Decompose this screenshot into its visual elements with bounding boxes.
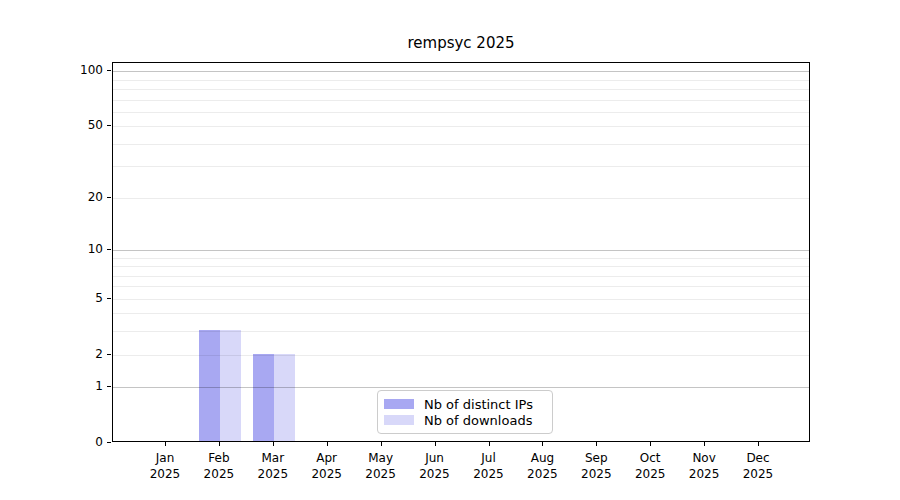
y-tick-mark: [107, 386, 111, 387]
x-tick-mark: [219, 442, 220, 446]
y-tick-mark: [107, 354, 111, 355]
x-tick-label: Jun 2025: [405, 450, 465, 482]
gridline: [113, 286, 809, 287]
bar-distinct-ips: [199, 330, 220, 441]
x-tick-label: Jul 2025: [459, 450, 519, 482]
y-tick-label: 0: [63, 435, 103, 449]
y-tick-label: 1: [63, 379, 103, 393]
x-tick-mark: [596, 442, 597, 446]
x-tick-mark: [327, 442, 328, 446]
x-tick-label: Dec 2025: [728, 450, 788, 482]
gridline: [113, 100, 809, 101]
x-tick-mark: [381, 442, 382, 446]
gridline: [113, 89, 809, 90]
chart-figure: rempsyc 2025 0 1 2 5 10 20 50 100 Jan 2025Feb 2…: [0, 0, 900, 500]
x-tick-label: Aug 2025: [512, 450, 572, 482]
y-tick-label: 2: [63, 347, 103, 361]
y-tick-label: 10: [63, 242, 103, 256]
gridline: [113, 112, 809, 113]
bar-downloads: [220, 330, 241, 441]
gridline: [113, 250, 809, 251]
legend-label-distinct-ips: Nb of distinct IPs: [424, 397, 533, 412]
gridline: [113, 276, 809, 277]
distinct-ips-swatch-icon: [384, 399, 414, 409]
gridline: [113, 331, 809, 332]
gridline: [113, 144, 809, 145]
bar-downloads: [274, 354, 295, 442]
downloads-swatch-icon: [384, 415, 414, 425]
x-tick-mark: [650, 442, 651, 446]
y-tick-mark: [107, 298, 111, 299]
legend: Nb of distinct IPs Nb of downloads: [377, 390, 553, 434]
y-tick-label: 50: [63, 118, 103, 132]
gridline: [113, 198, 809, 199]
gridline: [113, 258, 809, 259]
legend-item-downloads: Nb of downloads: [384, 412, 544, 428]
x-tick-label: Apr 2025: [297, 450, 357, 482]
x-tick-label: Mar 2025: [243, 450, 303, 482]
y-tick-mark: [107, 125, 111, 126]
gridline: [113, 299, 809, 300]
x-tick-mark: [273, 442, 274, 446]
x-tick-mark: [758, 442, 759, 446]
y-tick-label: 20: [63, 190, 103, 204]
x-tick-label: Feb 2025: [189, 450, 249, 482]
y-tick-mark: [107, 442, 111, 443]
y-tick-label: 5: [63, 291, 103, 305]
legend-label-downloads: Nb of downloads: [424, 413, 532, 428]
gridline: [113, 71, 809, 72]
y-tick-mark: [107, 249, 111, 250]
plot-area: [112, 62, 810, 442]
gridline: [113, 266, 809, 267]
bar-distinct-ips: [253, 354, 274, 442]
chart-title: rempsyc 2025: [112, 34, 810, 52]
y-tick-mark: [107, 70, 111, 71]
x-tick-mark: [704, 442, 705, 446]
x-tick-label: Nov 2025: [674, 450, 734, 482]
x-tick-mark: [165, 442, 166, 446]
x-tick-label: Oct 2025: [620, 450, 680, 482]
y-tick-label: 100: [63, 63, 103, 77]
gridline: [113, 355, 809, 356]
x-tick-label: Sep 2025: [566, 450, 626, 482]
legend-item-distinct-ips: Nb of distinct IPs: [384, 396, 544, 412]
x-tick-mark: [435, 442, 436, 446]
gridline: [113, 313, 809, 314]
gridline: [113, 387, 809, 388]
gridline: [113, 126, 809, 127]
x-tick-mark: [542, 442, 543, 446]
gridline: [113, 166, 809, 167]
gridline: [113, 80, 809, 81]
x-tick-label: Jan 2025: [135, 450, 195, 482]
x-tick-mark: [489, 442, 490, 446]
x-tick-label: May 2025: [351, 450, 411, 482]
y-tick-mark: [107, 197, 111, 198]
